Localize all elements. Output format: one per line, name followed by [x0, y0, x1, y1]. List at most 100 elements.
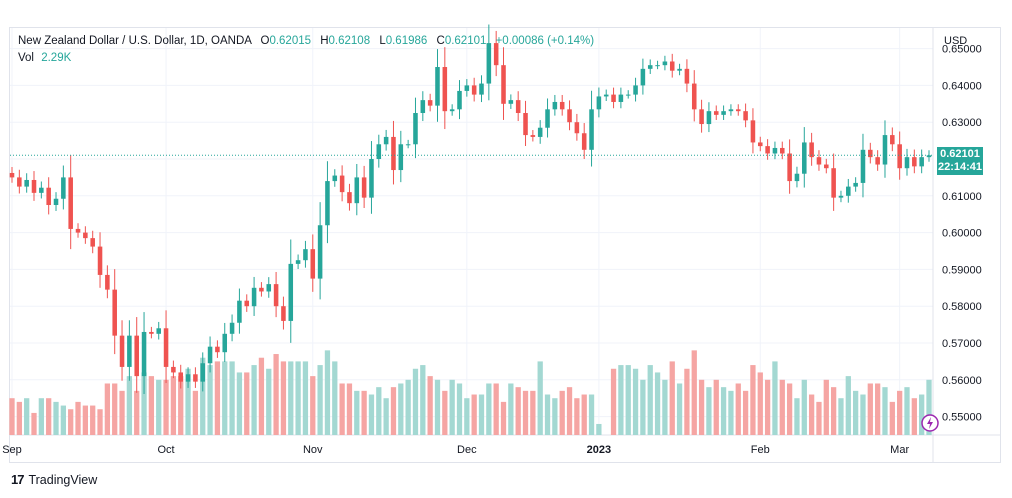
volume-bar: [647, 365, 653, 435]
volume-bar: [596, 423, 602, 435]
x-tick-label: Mar: [890, 444, 909, 456]
candle-body: [24, 179, 29, 187]
candle-body: [868, 149, 873, 158]
volume-bar: [838, 398, 844, 435]
candle-body: [545, 109, 550, 128]
candle-body: [9, 172, 15, 178]
candle-body: [105, 274, 110, 290]
volume-bar: [273, 354, 279, 435]
volume-bar: [200, 357, 206, 435]
volume-bar: [904, 387, 910, 435]
candle-body: [853, 182, 858, 187]
x-tick-label: Feb: [751, 444, 770, 456]
candle-body: [780, 147, 785, 154]
candle-body: [515, 100, 521, 114]
volume-bar: [310, 376, 316, 435]
volume-bar: [449, 379, 455, 435]
volume-bar: [713, 379, 719, 435]
volume-bar: [610, 368, 617, 435]
candle-body: [691, 83, 697, 110]
candle-body: [369, 159, 374, 198]
volume-bar: [405, 379, 411, 435]
volume-bar: [456, 383, 463, 435]
candle-body: [523, 113, 528, 136]
candle-body: [875, 157, 880, 165]
x-tick-label: Oct: [157, 444, 174, 456]
volume-bar: [919, 394, 925, 435]
candle-body: [824, 164, 829, 169]
volume-bar: [266, 368, 272, 435]
candle-body: [244, 300, 250, 307]
volume-bar: [126, 376, 133, 435]
candle-body: [772, 147, 778, 154]
candle-body: [787, 153, 792, 182]
currency-label: USD: [944, 35, 967, 47]
candle-body: [735, 109, 741, 112]
volume-bar: [816, 401, 822, 435]
volume-bar: [471, 394, 477, 435]
volume-bar: [750, 365, 756, 435]
candle-body: [251, 287, 257, 307]
volume-bar: [632, 368, 639, 435]
candle-body: [134, 335, 139, 377]
volume-bar: [295, 361, 301, 435]
volume-bar: [361, 390, 367, 435]
volume-bar: [698, 379, 705, 435]
volume-bar: [383, 398, 389, 435]
volume-bar: [90, 405, 96, 435]
legend-high: H0.62108: [320, 35, 371, 47]
volume-bar: [229, 361, 235, 435]
volume-bar: [706, 387, 712, 435]
volume-bar: [156, 379, 162, 435]
volume-bar: [420, 365, 426, 435]
candle-body: [68, 177, 73, 229]
candle-body: [912, 157, 917, 167]
volume-bar: [500, 401, 507, 435]
candle-body: [75, 228, 81, 233]
volume-bar: [728, 390, 734, 435]
candle-body: [222, 333, 228, 353]
volume-bar: [552, 398, 558, 435]
candle-body: [178, 372, 184, 382]
volume-bar: [867, 383, 873, 435]
y-tick-label: 0.64000: [942, 80, 982, 92]
volume-bar: [104, 383, 111, 435]
volume-bar: [398, 383, 404, 435]
volume-bar: [588, 394, 595, 435]
volume-bar: [830, 387, 837, 435]
candle-body: [61, 177, 66, 199]
candle-body: [479, 83, 484, 95]
volume-bar: [376, 387, 382, 435]
volume-bar: [280, 361, 287, 435]
candle-body: [156, 328, 161, 334]
candle-body: [508, 100, 514, 104]
volume-bar: [897, 390, 903, 435]
candle-body: [347, 192, 352, 204]
candle-body: [354, 177, 360, 204]
x-tick-label: Dec: [457, 444, 477, 456]
volume-bar: [676, 383, 683, 435]
volume-bar: [464, 398, 470, 435]
candle-body: [288, 263, 294, 321]
volume-bar: [324, 350, 331, 435]
legend-low: L0.61986: [379, 35, 428, 47]
candle-body: [625, 94, 631, 96]
volume-bar: [654, 372, 661, 435]
legend-open: O0.62015: [260, 35, 312, 47]
candle-body: [618, 94, 624, 102]
y-tick-label: 0.57000: [942, 338, 982, 350]
candle-body: [750, 120, 756, 143]
candle-body: [596, 96, 602, 110]
brand[interactable]: 17 TradingView: [11, 472, 97, 487]
candle-body: [97, 246, 103, 275]
candle-body: [119, 335, 125, 367]
volume-bar: [46, 398, 52, 435]
candle-body: [838, 195, 844, 198]
candle-body: [46, 187, 51, 206]
candle-body: [802, 142, 807, 174]
candle-body: [647, 65, 653, 69]
volume-bar: [148, 376, 155, 435]
candle-body: [112, 289, 117, 336]
candle-body: [273, 284, 279, 307]
